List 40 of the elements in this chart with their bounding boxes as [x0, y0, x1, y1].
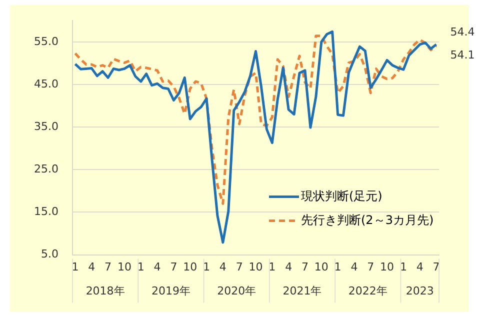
x-tick-label: 4 [219, 260, 226, 274]
x-tick-label: 4 [285, 260, 292, 274]
x-tick-label: 1 [203, 260, 210, 274]
legend-label: 先行き判断(2～3カ月先) [301, 212, 434, 227]
x-tick-label: 1 [334, 260, 342, 274]
x-tick-label: 7 [170, 260, 178, 274]
x-tick-label: 7 [367, 260, 374, 274]
x-tick-label: 1 [400, 260, 407, 274]
x-tick-label: 1 [137, 260, 144, 274]
y-tick-label: 55.0 [34, 34, 58, 48]
x-tick-label: 1 [268, 260, 276, 274]
x-tick-label: 10 [117, 260, 132, 274]
y-tick-label: 15.0 [34, 205, 58, 218]
x-tick-label: 4 [154, 260, 161, 274]
x-tick-label: 4 [416, 260, 424, 274]
x-tick-label: 4 [350, 260, 358, 274]
x-tick-label: 4 [88, 260, 96, 274]
y-tick-label: 35.0 [34, 120, 58, 133]
legend-label: 現状判断(足元) [301, 188, 382, 203]
x-tick-label: 7 [301, 260, 308, 274]
text: 2022年 [348, 284, 388, 298]
x-tick-label: 7 [432, 260, 440, 274]
x-tick-label: 1 [72, 260, 79, 274]
x-tick-label: 7 [104, 260, 112, 274]
x-tick-label: 10 [248, 260, 263, 274]
line-series [74, 34, 438, 205]
x-tick-label: 7 [236, 260, 243, 274]
data-label: 54.1 [450, 48, 475, 62]
x-tick-label: 10 [380, 260, 394, 274]
data-label: 54.4 [450, 25, 475, 38]
y-tick-label: 45.0 [34, 77, 58, 90]
text: 2019年 [151, 284, 190, 298]
x-tick-label: 10 [183, 260, 198, 274]
y-tick-label: 25.0 [34, 162, 58, 176]
text: 2021年 [282, 284, 322, 298]
x-tick-label: 10 [314, 260, 328, 274]
y-tick-label: 5.0 [40, 248, 58, 261]
text: 2023 [406, 284, 434, 298]
text: 2018年 [86, 284, 125, 298]
text: 2020年 [217, 284, 256, 298]
